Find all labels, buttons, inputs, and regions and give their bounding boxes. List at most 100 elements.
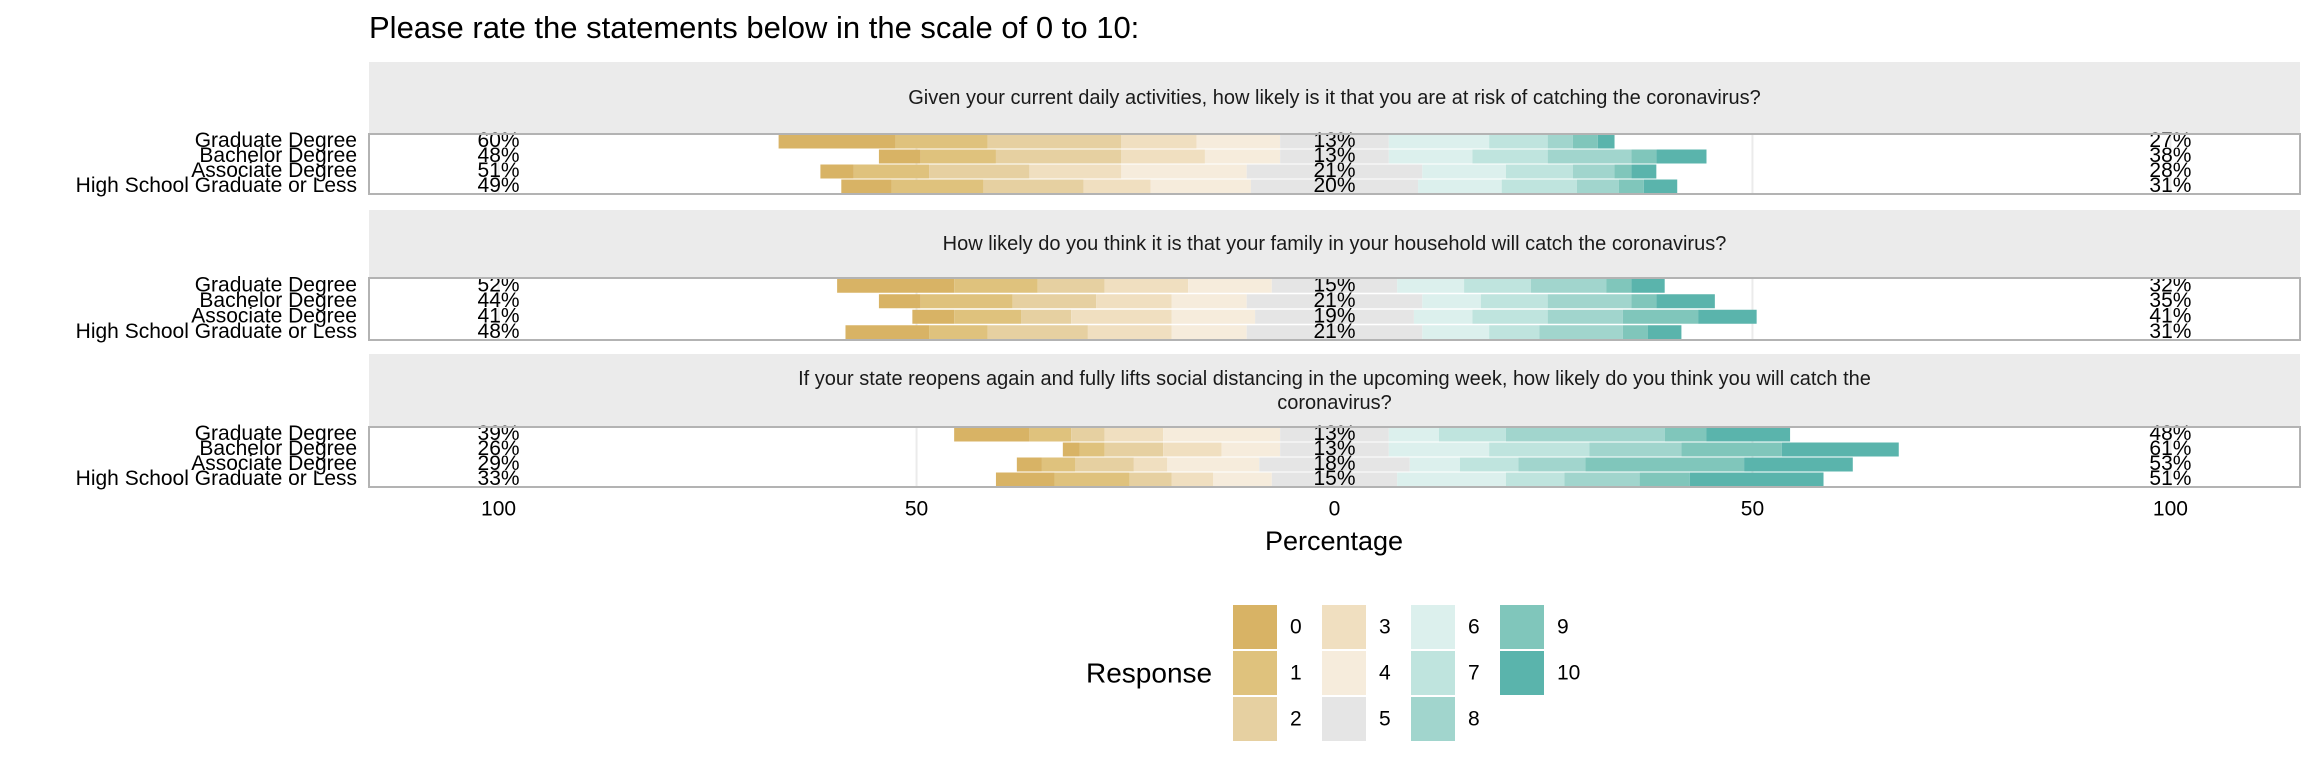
- bar-segment: [1413, 309, 1473, 324]
- bar-segment: [1572, 164, 1615, 179]
- bar-segment: [1618, 179, 1644, 194]
- bar-segment: [1518, 457, 1586, 472]
- bar-segment: [1280, 134, 1389, 149]
- bar-segment: [1246, 325, 1423, 340]
- neutral-label: 15%: [1313, 467, 1355, 490]
- bar-segment: [920, 149, 996, 164]
- bar-segment: [1280, 442, 1389, 457]
- bar-segment: [1656, 149, 1707, 164]
- bar-segment: [1639, 472, 1690, 487]
- bar-segment: [1547, 134, 1573, 149]
- bar-segment: [1388, 149, 1473, 164]
- bar-segment: [1037, 278, 1105, 293]
- bar-segment: [1054, 472, 1130, 487]
- x-tick-label: 100: [481, 498, 516, 521]
- bar-segment: [1171, 309, 1256, 324]
- bar-segment: [1589, 442, 1682, 457]
- neutral-label: 13%: [1313, 437, 1355, 460]
- strip-title: Given your current daily activities, how…: [908, 87, 1761, 109]
- bar-segment: [1280, 427, 1389, 442]
- legend-label: 9: [1557, 616, 1569, 639]
- bar-segment: [1388, 134, 1490, 149]
- bar-segment: [1188, 278, 1272, 293]
- group-label: High School Graduate or Less: [76, 467, 357, 490]
- bar-segment: [895, 134, 988, 149]
- legend-label: 7: [1468, 662, 1480, 685]
- strip-title: If your state reopens again and fully li…: [798, 367, 1871, 414]
- bar-segment: [1071, 427, 1105, 442]
- bar-segment: [1016, 457, 1042, 472]
- low-label: 48%: [478, 320, 520, 343]
- bar-segment: [1530, 278, 1607, 293]
- bar-segment: [1121, 164, 1247, 179]
- panel-border: [368, 426, 2301, 488]
- group-label: High School Graduate or Less: [76, 174, 357, 197]
- bar-segment: [1585, 457, 1745, 472]
- group-label: Graduate Degree: [195, 422, 357, 445]
- high-label: 35%: [2149, 289, 2191, 312]
- panel-border: [368, 133, 2301, 195]
- bar-segment: [841, 179, 892, 194]
- bar-segment: [1171, 472, 1214, 487]
- bar-segment: [1489, 325, 1540, 340]
- bar-segment: [1221, 442, 1281, 457]
- bar-segment: [1271, 472, 1398, 487]
- bar-segment: [1631, 164, 1657, 179]
- low-label: 49%: [478, 174, 520, 197]
- bar-segment: [778, 134, 896, 149]
- bar-segment: [1706, 427, 1791, 442]
- x-tick-label: 50: [905, 498, 928, 521]
- bar-segment: [1622, 309, 1699, 324]
- bar-segment: [1464, 278, 1531, 293]
- bar-segment: [1422, 294, 1481, 309]
- bar-segment: [1204, 149, 1281, 164]
- bar-segment: [1021, 309, 1072, 324]
- strip-title-box: How likely do you think it is that your …: [942, 233, 1727, 255]
- legend-key: [1322, 651, 1366, 695]
- bar-segment: [954, 309, 1022, 324]
- bar-segment: [1547, 294, 1632, 309]
- bar-segment: [929, 325, 988, 340]
- group-label: Bachelor Degree: [199, 437, 357, 460]
- neutral-label: 15%: [1313, 273, 1355, 296]
- bar-segment: [891, 179, 984, 194]
- high-label: 31%: [2149, 174, 2191, 197]
- legend-label: 3: [1379, 616, 1391, 639]
- bar-segment: [1163, 427, 1281, 442]
- bar-segment: [1029, 164, 1122, 179]
- bar-segment: [1246, 164, 1423, 179]
- neutral-label: 21%: [1313, 159, 1355, 182]
- bar-segment: [1614, 164, 1632, 179]
- group-label: Bachelor Degree: [199, 144, 357, 167]
- bar-segment: [1163, 442, 1222, 457]
- bar-segment: [1505, 427, 1665, 442]
- x-tick-label: 0: [1329, 498, 1341, 521]
- bar-segment: [1489, 134, 1548, 149]
- low-label: 48%: [478, 144, 520, 167]
- bar-segment: [1409, 457, 1460, 472]
- bar-segment: [1472, 149, 1548, 164]
- bar-segment: [1459, 457, 1519, 472]
- bar-segment: [1246, 294, 1423, 309]
- bar-segment: [1656, 294, 1715, 309]
- group-label: Associate Degree: [191, 452, 357, 475]
- bar-segment: [1744, 457, 1853, 472]
- strip-title: How likely do you think it is that your …: [942, 233, 1727, 255]
- legend-label: 10: [1557, 662, 1580, 685]
- bar-segment: [1781, 442, 1899, 457]
- legend-label: 8: [1468, 708, 1480, 731]
- bar-segment: [954, 427, 1030, 442]
- low-label: 41%: [478, 304, 520, 327]
- chart-title: Please rate the statements below in the …: [369, 10, 1139, 45]
- high-label: 61%: [2149, 437, 2191, 460]
- bar-segment: [1631, 294, 1657, 309]
- group-label: Graduate Degree: [195, 273, 357, 296]
- bar-segment: [1572, 134, 1598, 149]
- bar-segment: [1079, 442, 1105, 457]
- bar-segment: [1071, 309, 1172, 324]
- bar-segment: [954, 278, 1038, 293]
- legend-label: 0: [1290, 616, 1302, 639]
- bar-segment: [1505, 164, 1573, 179]
- bar-segment: [1271, 278, 1398, 293]
